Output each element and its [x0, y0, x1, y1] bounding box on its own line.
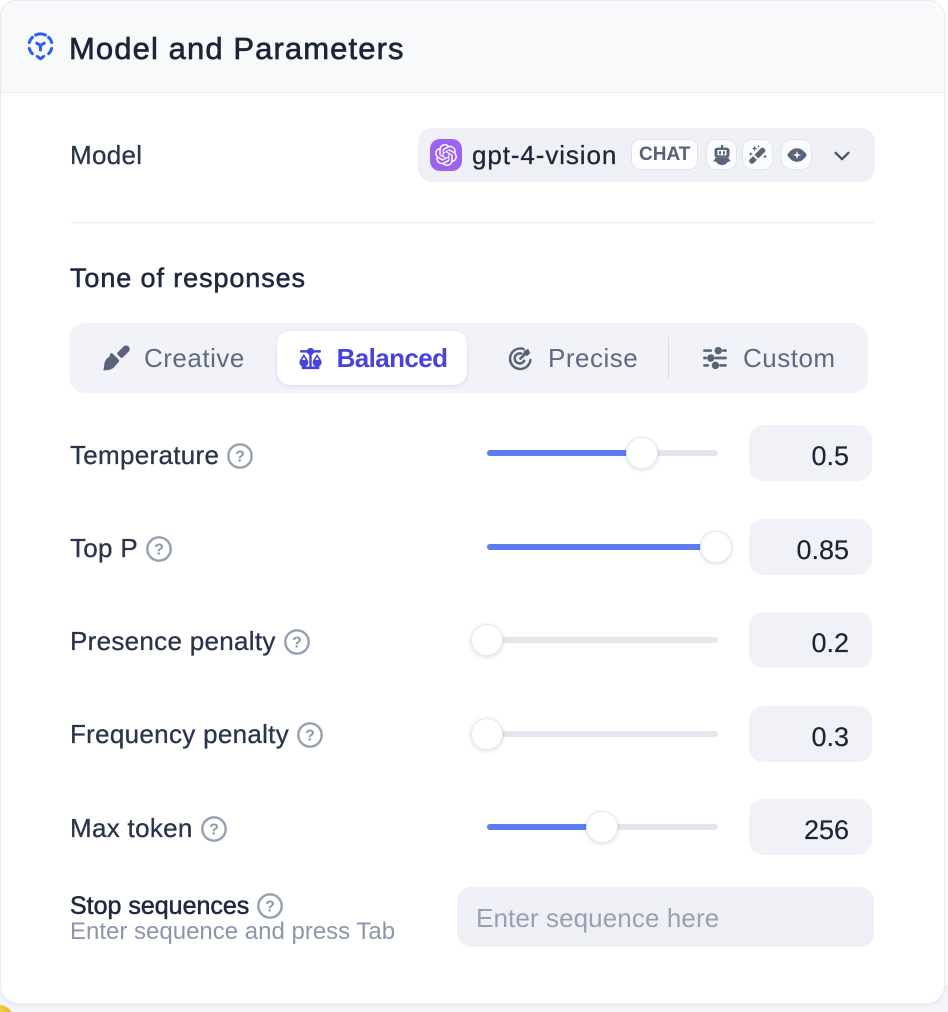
svg-text:?: ?: [209, 821, 219, 838]
svg-text:?: ?: [265, 898, 275, 915]
svg-text:?: ?: [154, 541, 164, 558]
svg-text:?: ?: [292, 634, 302, 651]
svg-text:?: ?: [235, 448, 245, 465]
svg-text:?: ?: [305, 727, 315, 744]
